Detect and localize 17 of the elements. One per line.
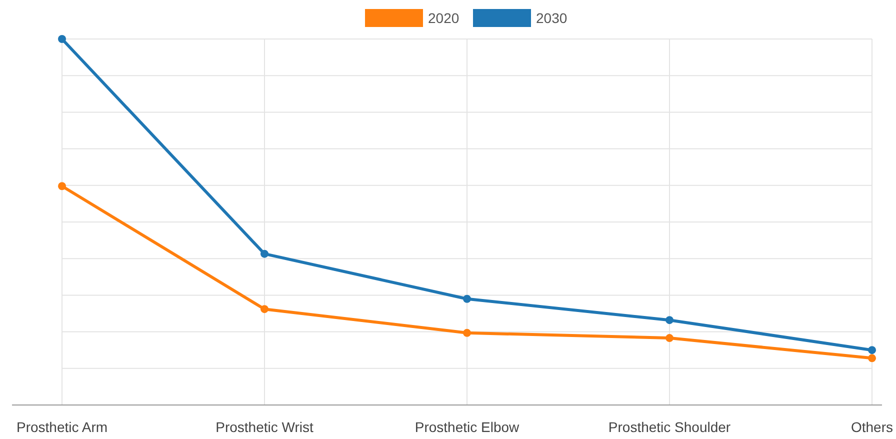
point: [58, 35, 66, 43]
x-tick-label: Others: [850, 419, 894, 435]
legend-label: 2030: [536, 10, 568, 26]
point: [260, 305, 268, 314]
point: [463, 328, 471, 337]
point: [58, 182, 66, 190]
point: [868, 346, 876, 354]
point: [463, 294, 471, 303]
legend-label: 2020: [428, 10, 460, 26]
x-tick-label: Prosthetic Wrist: [216, 419, 314, 435]
x-tick-label: Prosthetic Shoulder: [608, 419, 731, 435]
point: [666, 316, 674, 324]
x-tick-label: Prosthetic Elbow: [414, 419, 520, 435]
x-tick-label: Prosthetic Arm: [16, 419, 108, 435]
point: [666, 334, 674, 342]
point: [868, 354, 876, 362]
point: [260, 250, 268, 258]
